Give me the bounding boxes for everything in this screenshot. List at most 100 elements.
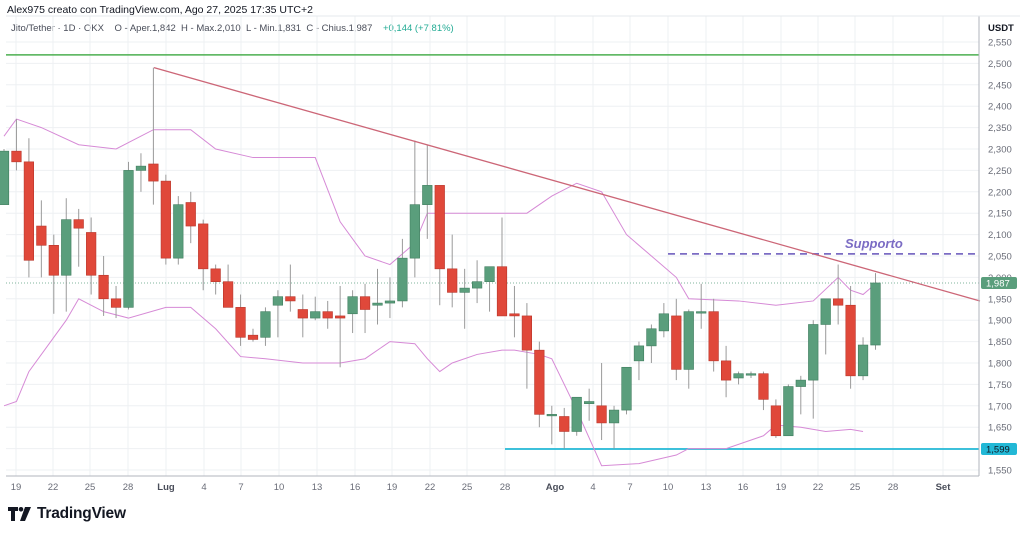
candle-body — [409, 204, 420, 259]
time-tick-label: 19 — [776, 482, 787, 493]
candle-body — [758, 373, 769, 400]
price-tick-label: 2,300 — [988, 145, 1012, 156]
candle-body — [484, 266, 495, 282]
candle-body — [770, 405, 781, 437]
candle-body — [210, 268, 221, 282]
candle — [359, 283, 371, 334]
candle — [608, 405, 620, 449]
price-axis[interactable]: 2,550 2,500 2,450 2,400 2,350 2,300 2,250 2,200… — [988, 38, 1012, 477]
candle-body — [559, 416, 570, 432]
symbol-name[interactable]: Jito/Tether — [11, 23, 55, 34]
price-tick-label: 1,700 — [988, 401, 1012, 412]
legend-separator: · — [57, 23, 64, 34]
candle-body — [185, 202, 196, 227]
chart-grid — [6, 16, 979, 476]
candle — [397, 238, 408, 308]
candle-body — [347, 296, 358, 315]
candle-body — [608, 409, 620, 424]
price-tick-label: 2,500 — [988, 59, 1012, 70]
candle-body — [870, 282, 881, 346]
candle — [11, 119, 22, 171]
candle-body — [857, 344, 869, 377]
bollinger-upper-band — [3, 118, 876, 306]
candle — [61, 198, 72, 312]
candle — [434, 185, 445, 306]
candle — [521, 303, 532, 389]
candle — [23, 138, 35, 278]
time-tick-label: 19 — [387, 482, 398, 493]
candle-body — [123, 170, 134, 308]
candle — [409, 140, 420, 278]
candle — [646, 324, 657, 363]
candle-body — [322, 311, 333, 319]
price-tick-label: 2,100 — [988, 230, 1012, 241]
candle — [733, 371, 744, 385]
candle — [422, 144, 433, 239]
trendline-line[interactable] — [153, 67, 981, 302]
candle-body — [808, 324, 819, 381]
candle-body — [260, 311, 271, 338]
time-tick-label: 25 — [85, 482, 96, 493]
price-tick-label: 1,550 — [988, 466, 1012, 477]
candle — [447, 234, 458, 308]
candle-body — [646, 328, 657, 347]
price-tick-label: 2,400 — [988, 102, 1012, 113]
time-tick-label: 13 — [701, 482, 712, 493]
candle — [745, 371, 757, 378]
candle-body — [696, 311, 707, 314]
candle — [335, 285, 346, 368]
candle-body — [0, 150, 10, 205]
candle — [285, 264, 296, 312]
candle — [135, 153, 147, 192]
candle — [496, 217, 508, 317]
candle — [148, 67, 159, 205]
candle-body — [571, 396, 582, 432]
supporto-label[interactable]: Supporto — [845, 236, 903, 251]
currency-label: USDT — [988, 23, 1014, 34]
candle — [559, 407, 570, 449]
price-tick-label: 2,350 — [988, 123, 1012, 134]
candle-body — [845, 304, 856, 377]
candle-body — [633, 345, 645, 362]
candle — [820, 298, 831, 355]
time-tick-label: 7 — [238, 482, 243, 493]
candle — [384, 277, 396, 319]
interval-label: 1D — [63, 23, 76, 34]
bollinger-bands — [3, 118, 876, 467]
price-tick-label: 1,650 — [988, 423, 1012, 434]
candle — [459, 268, 470, 329]
candle-body — [546, 414, 557, 417]
candle — [98, 256, 109, 316]
candle-body — [596, 405, 607, 424]
candle — [210, 264, 221, 295]
candle-body — [148, 163, 159, 182]
candle-body — [135, 165, 147, 171]
candle-body — [384, 300, 396, 304]
tradingview-logo[interactable]: TradingView — [8, 505, 126, 523]
support-price-label: 1,599 — [986, 445, 1010, 456]
candle-body — [160, 180, 171, 259]
time-tick-label: 13 — [312, 482, 323, 493]
candle-body — [310, 311, 321, 319]
time-tick-label: 4 — [201, 482, 206, 493]
candle-body — [61, 219, 72, 276]
candle-body — [833, 298, 844, 306]
time-tick-label: 28 — [123, 482, 134, 493]
candle-body — [36, 225, 47, 246]
candle-body — [247, 334, 259, 340]
price-tick-label: 2,050 — [988, 252, 1012, 263]
candle-body — [223, 281, 234, 308]
candle — [272, 290, 284, 338]
trendline[interactable] — [153, 67, 981, 302]
candle — [86, 217, 97, 295]
candle-body — [198, 223, 209, 270]
candle-body — [235, 307, 246, 338]
candle-body — [745, 373, 757, 376]
time-tick-label: 10 — [663, 482, 674, 493]
candle-body — [521, 315, 532, 351]
candle — [808, 320, 819, 419]
time-tick-label: 25 — [462, 482, 473, 493]
time-axis[interactable]: 19 22 25 28 Lug 4 7 10 13 16 19 22 25 28 Ago 4 7 10 13 16 19… — [11, 482, 952, 493]
candle — [48, 234, 59, 314]
